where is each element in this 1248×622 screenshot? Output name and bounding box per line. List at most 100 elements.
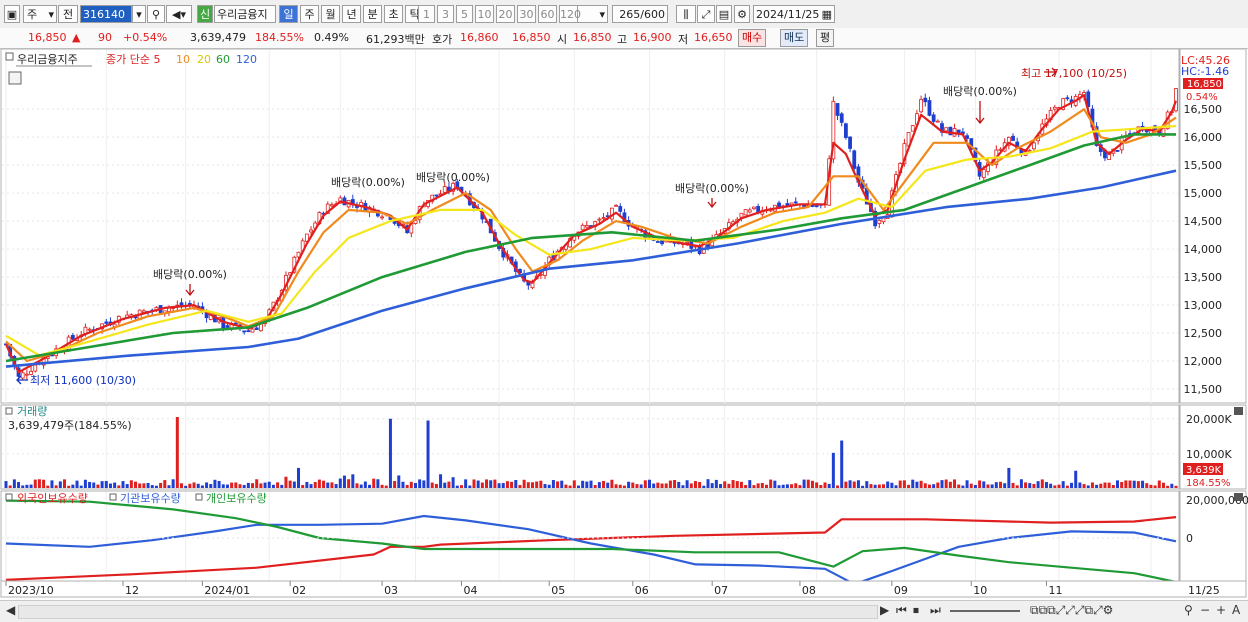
annotation-dividend-1: 배당락(0.00%) <box>153 268 227 281</box>
period-2[interactable]: 월 <box>321 5 340 23</box>
interval-20[interactable]: 20 <box>496 5 515 23</box>
interval-3[interactable]: 3 <box>437 5 454 23</box>
last-icon[interactable]: ⏭ <box>930 603 941 617</box>
ma-line-20 <box>5 124 1177 357</box>
volume-bar <box>83 479 87 488</box>
volume-bar <box>1078 482 1082 488</box>
volume-bar <box>1019 479 1023 488</box>
scroll-left-icon[interactable]: ◀ <box>6 603 16 617</box>
stock-chart[interactable]: 11,500 12,000 12,500 13,000 13,500 14,000 14,5… <box>0 48 1248 600</box>
count-input[interactable]: 265/600 <box>612 5 668 23</box>
volume-bar <box>622 485 626 488</box>
volume-bar <box>464 479 468 488</box>
volume-bar <box>643 480 647 488</box>
interval-10[interactable]: 10 <box>475 5 494 23</box>
candle-body <box>981 169 986 178</box>
first-icon[interactable]: ⏮ <box>896 603 907 617</box>
volume-bar <box>267 481 271 488</box>
candle-body <box>793 201 798 204</box>
app-menu-icon[interactable]: ▣ <box>4 5 20 23</box>
legend-box-icon <box>5 52 14 61</box>
volume-bar <box>627 481 631 488</box>
candle-body <box>923 97 928 103</box>
draw-tool-icon[interactable]: ⤢ <box>697 5 715 23</box>
candle-type-icon[interactable]: ⫼ <box>676 5 696 23</box>
volume-bar <box>447 481 451 488</box>
candle-body <box>655 241 660 243</box>
stock-name: 우리금융지 <box>214 5 276 23</box>
period-1[interactable]: 주 <box>300 5 319 23</box>
zoom-out-icon[interactable]: − <box>1200 603 1211 617</box>
layout-icons[interactable]: ⧉⧉⧉⤢⤢⤢⧉⤢⚙ <box>1030 603 1114 617</box>
volume-bar <box>923 483 927 488</box>
date-input[interactable]: 2024/11/25 ▦ <box>753 5 835 23</box>
candle-body <box>451 182 456 192</box>
volume-bar <box>1049 483 1053 488</box>
zoom-icon[interactable]: ⚲ <box>1184 603 1193 617</box>
interval-30[interactable]: 30 <box>517 5 536 23</box>
interval-dropdown[interactable]: ▾ <box>572 5 608 23</box>
interval-5[interactable]: 5 <box>456 5 473 23</box>
stop-icon[interactable]: ⏹ <box>913 603 920 617</box>
text-size-icon[interactable]: A <box>1232 603 1241 617</box>
candle-body <box>877 219 882 224</box>
gear-icon[interactable]: ⚙ <box>734 5 750 23</box>
volume-bar <box>735 481 739 488</box>
volume-bar <box>96 484 100 488</box>
period-0[interactable]: 일 <box>279 5 298 23</box>
candle-body <box>434 194 439 197</box>
volume-bar <box>760 482 764 488</box>
legend-ma60: 60 <box>216 53 230 66</box>
save-icon[interactable]: ▤ <box>716 5 732 23</box>
sell-button[interactable]: 매도 <box>780 29 809 47</box>
volume-bar <box>840 440 844 488</box>
period-5[interactable]: 초 <box>384 5 403 23</box>
scroll-right-icon[interactable]: ▶ <box>880 603 890 617</box>
interval-1[interactable]: 1 <box>418 5 435 23</box>
volume-bar <box>1116 480 1119 488</box>
volume-bar <box>664 483 668 488</box>
x-tick-label: 04 <box>463 584 477 597</box>
volume-bar <box>894 485 898 488</box>
code-dropdown-icon[interactable]: ▾ <box>132 5 146 23</box>
candle-body <box>948 126 953 136</box>
candle-body <box>944 127 949 132</box>
buy-button[interactable]: 매수 <box>738 29 767 47</box>
prev-button[interactable]: 전 <box>58 5 78 23</box>
volume-bar <box>522 479 526 488</box>
period-3[interactable]: 년 <box>342 5 361 23</box>
speaker-icon[interactable]: ◀▾ <box>166 5 192 23</box>
volume-bar <box>848 480 852 488</box>
volume-bar <box>54 485 58 488</box>
candle-body <box>848 136 852 149</box>
eval-button[interactable]: 평 <box>816 29 835 47</box>
horizontal-scrollbar[interactable] <box>18 605 878 619</box>
volume-bar <box>986 484 990 488</box>
last-pct-label: 0.54% <box>1186 92 1218 103</box>
volume-bar <box>313 482 317 488</box>
open-price: 16,850 <box>573 31 612 44</box>
stock-code-input[interactable]: 316140 <box>80 5 132 23</box>
lc-label: LC:45.26 <box>1181 54 1230 67</box>
period-4[interactable]: 분 <box>363 5 382 23</box>
volume-bar <box>271 484 275 488</box>
zoom-slider[interactable] <box>950 610 1020 612</box>
volume-bar <box>1174 485 1178 488</box>
interval-120[interactable]: 120 <box>559 5 581 23</box>
zoom-in-icon[interactable]: + <box>1216 603 1227 617</box>
volume-bar <box>656 482 660 488</box>
candle-body <box>225 325 230 328</box>
interval-60[interactable]: 60 <box>538 5 557 23</box>
volume-bar <box>790 484 794 488</box>
volume-bar <box>756 483 760 488</box>
volume-bars <box>4 417 1178 488</box>
search-icon[interactable]: ⚲ <box>147 5 165 23</box>
volume-bar <box>1132 480 1136 488</box>
volume-bar <box>777 485 781 488</box>
market-select[interactable]: 주 ▾ <box>23 5 57 23</box>
candle-body <box>1107 154 1112 160</box>
volume-bar <box>1166 485 1170 488</box>
holdings-tick-max: 20,000,000 <box>1186 494 1248 507</box>
volume-bar <box>1124 480 1128 488</box>
bid-label: 호가 <box>432 33 453 46</box>
